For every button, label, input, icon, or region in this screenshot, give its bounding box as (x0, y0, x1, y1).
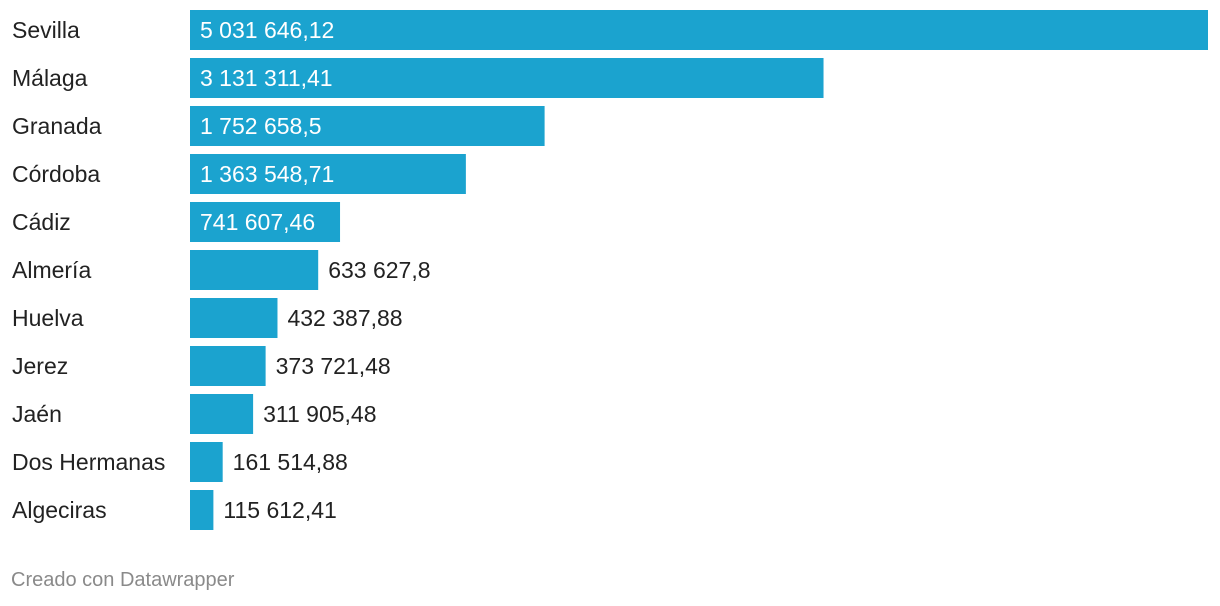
bar (190, 106, 545, 146)
bar-row: Córdoba 1 363 548,71 (12, 154, 466, 194)
value-label: 633 627,8 (328, 257, 430, 283)
footer-credit: Creado con Datawrapper (11, 569, 235, 591)
value-label: 115 612,41 (223, 497, 336, 523)
bars-layer: Sevilla 5 031 646,12 Málaga 3 131 311,41 Gra… (12, 10, 1208, 530)
category-label: Málaga (12, 65, 88, 91)
bar (190, 298, 278, 338)
category-label: Córdoba (12, 161, 100, 187)
value-label: 1 363 548,71 (200, 161, 334, 187)
category-label: Granada (12, 113, 102, 139)
bar-row: Dos Hermanas 161 514,88 (12, 442, 348, 482)
category-label: Jaén (12, 401, 62, 427)
bar-row: Huelva 432 387,88 (12, 298, 403, 338)
bar-row: Almería 633 627,8 (12, 250, 431, 290)
category-label: Jerez (12, 353, 68, 379)
category-label: Almería (12, 257, 91, 283)
value-label: 3 131 311,41 (200, 65, 333, 91)
value-label: 161 514,88 (233, 449, 348, 475)
bar (190, 10, 1208, 50)
category-label: Algeciras (12, 497, 107, 523)
bar-chart: Sevilla 5 031 646,12 Málaga 3 131 311,41 Gra… (12, 10, 1208, 530)
bar (190, 346, 266, 386)
bar-row: Málaga 3 131 311,41 (12, 58, 824, 98)
bar (190, 490, 214, 530)
bar (190, 154, 466, 194)
bar (190, 442, 223, 482)
bar (190, 394, 254, 434)
value-label: 311 905,48 (263, 401, 376, 427)
bar-row: Sevilla 5 031 646,12 (12, 10, 1208, 50)
bar-row: Jerez 373 721,48 (12, 346, 391, 386)
category-label: Huelva (12, 305, 84, 331)
category-label: Sevilla (12, 17, 80, 43)
bar-row: Jaén 311 905,48 (12, 394, 377, 434)
category-label: Cádiz (12, 209, 71, 235)
bar (190, 202, 341, 242)
value-label: 741 607,46 (200, 209, 315, 235)
bar-row: Algeciras 115 612,41 (12, 490, 337, 530)
value-label: 432 387,88 (287, 305, 402, 331)
bar (190, 58, 824, 98)
bar-row: Granada 1 752 658,5 (12, 106, 545, 146)
bar-row: Cádiz 741 607,46 (12, 202, 341, 242)
value-label: 373 721,48 (276, 353, 391, 379)
value-label: 5 031 646,12 (200, 17, 334, 43)
value-label: 1 752 658,5 (200, 113, 322, 139)
category-label: Dos Hermanas (12, 449, 165, 475)
bar (190, 250, 319, 290)
